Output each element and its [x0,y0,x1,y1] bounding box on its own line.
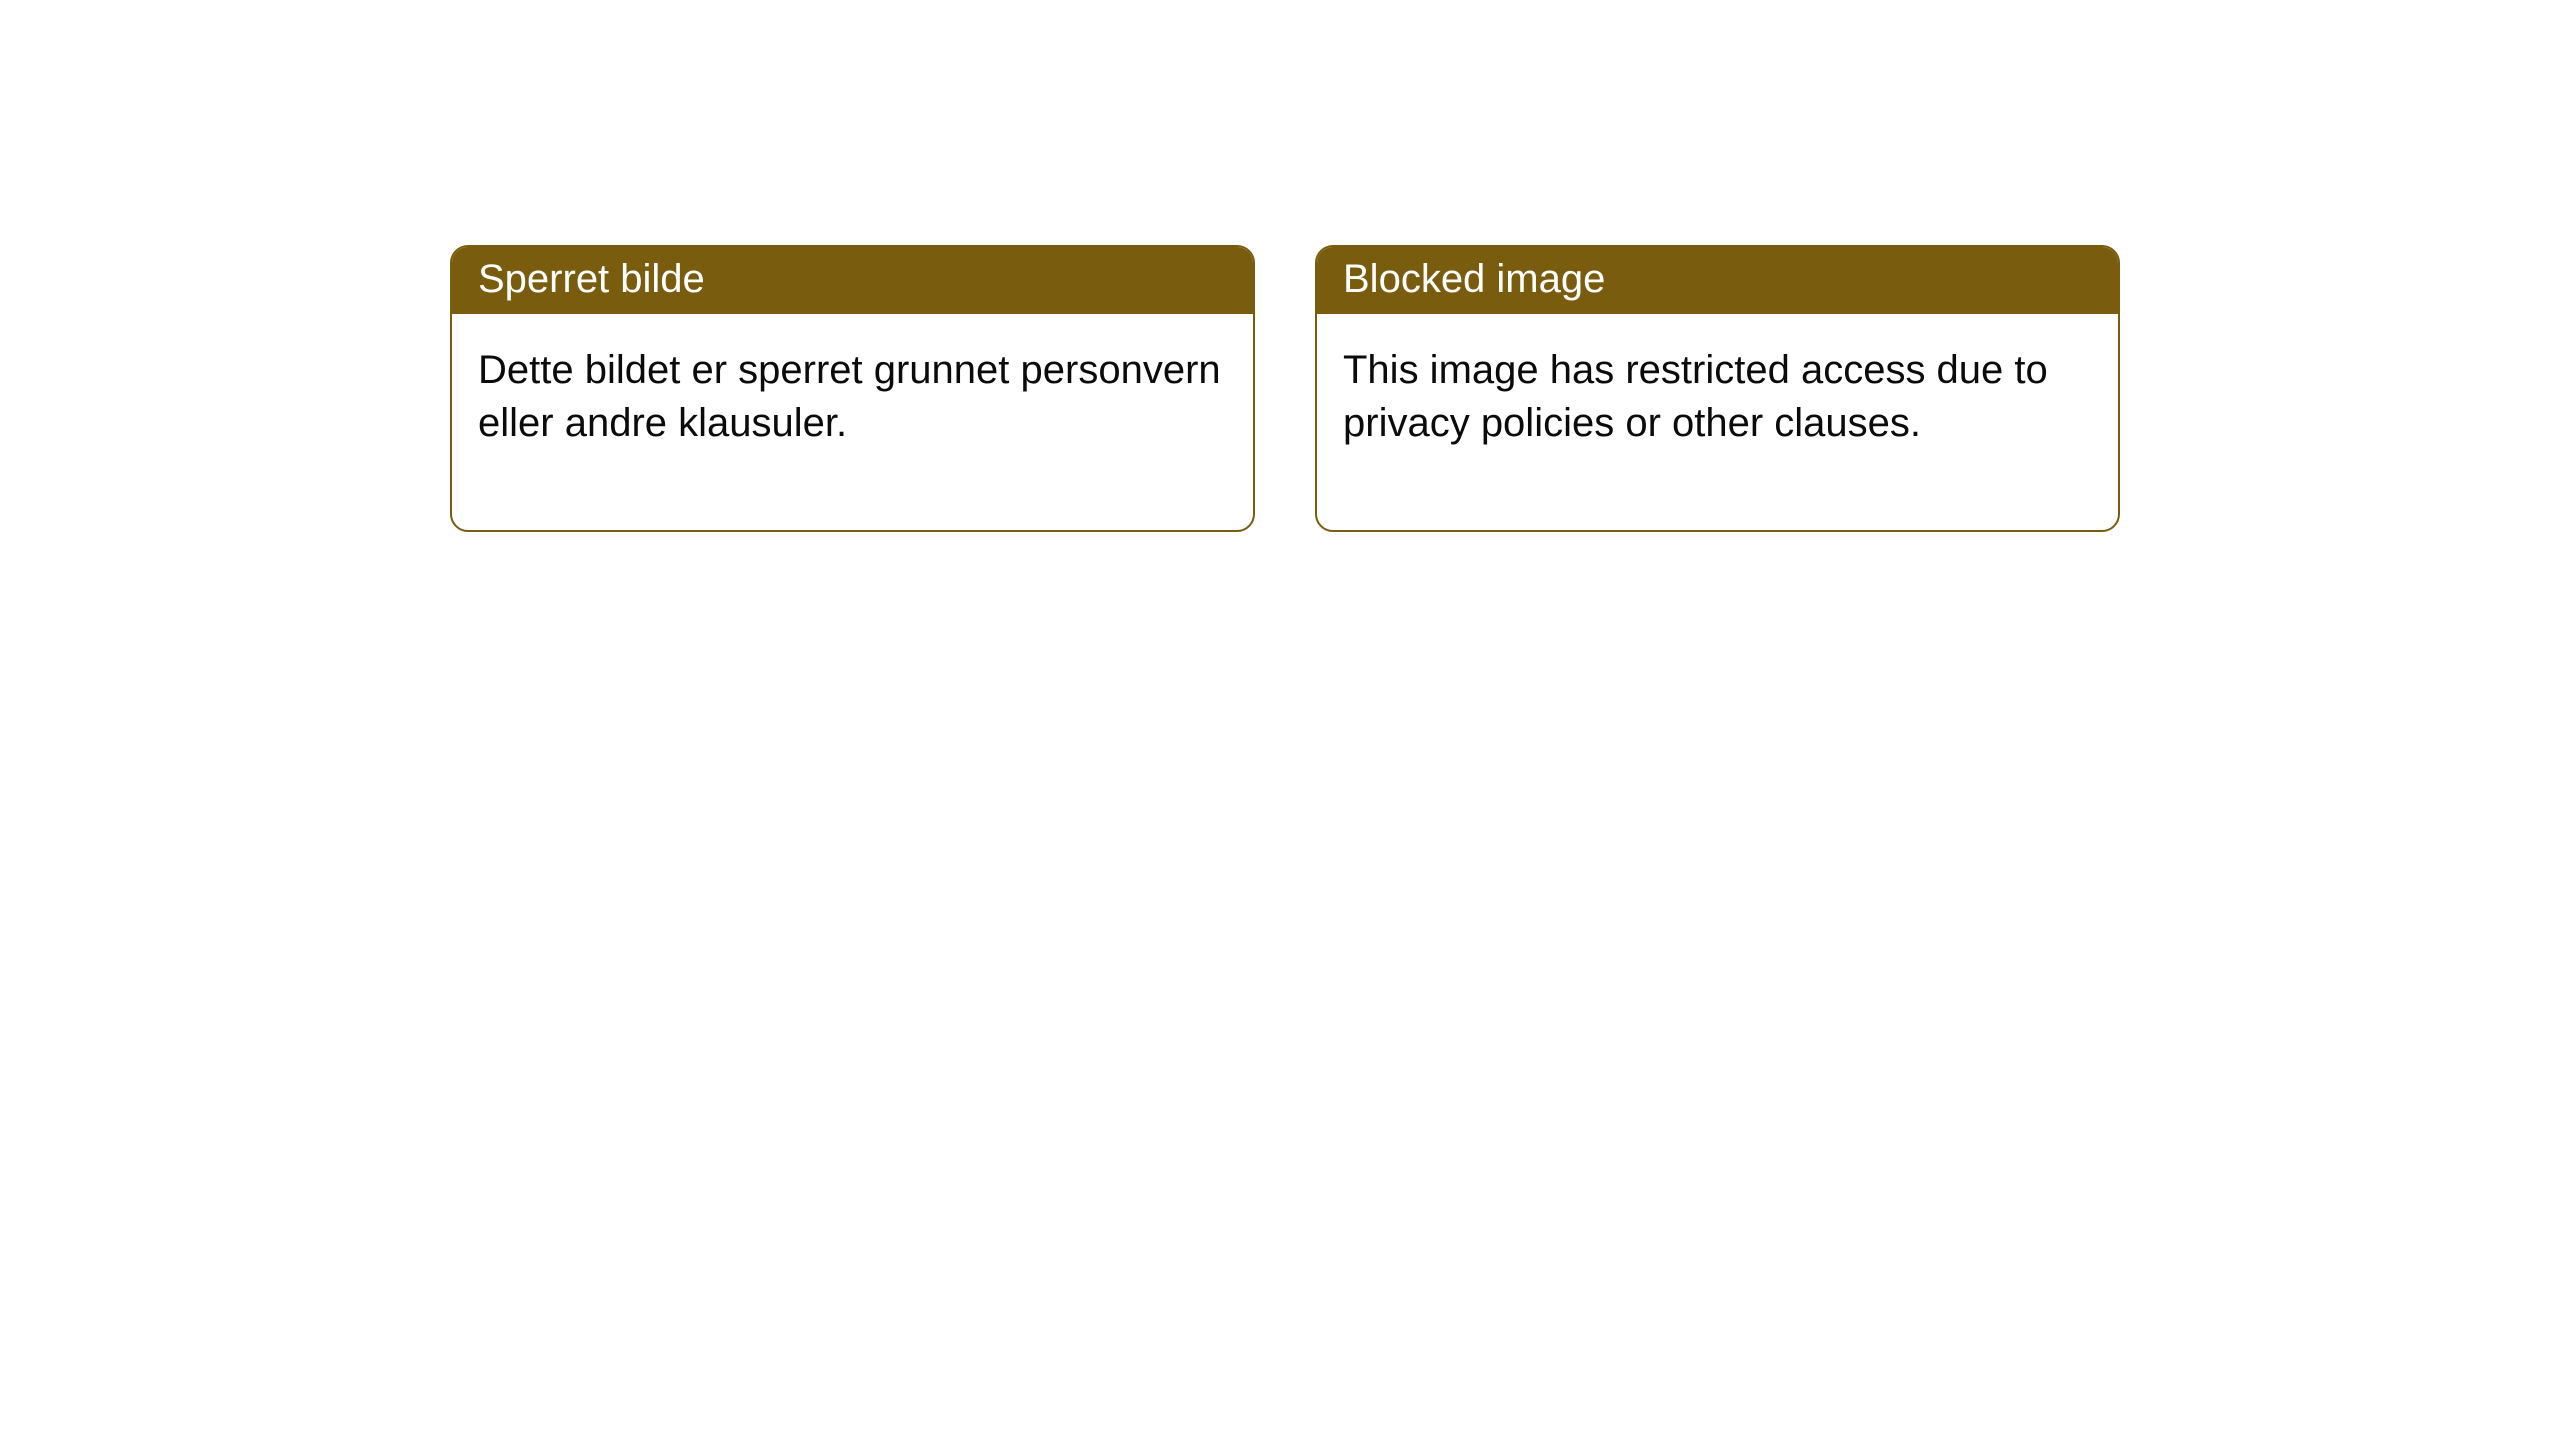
notice-card-norwegian: Sperret bilde Dette bildet er sperret gr… [450,245,1255,532]
notice-card-english: Blocked image This image has restricted … [1315,245,2120,532]
notice-card-title: Blocked image [1317,247,2118,314]
notice-card-body: Dette bildet er sperret grunnet personve… [452,314,1253,530]
notice-card-title: Sperret bilde [452,247,1253,314]
notice-cards-row: Sperret bilde Dette bildet er sperret gr… [0,0,2560,532]
notice-card-body: This image has restricted access due to … [1317,314,2118,530]
